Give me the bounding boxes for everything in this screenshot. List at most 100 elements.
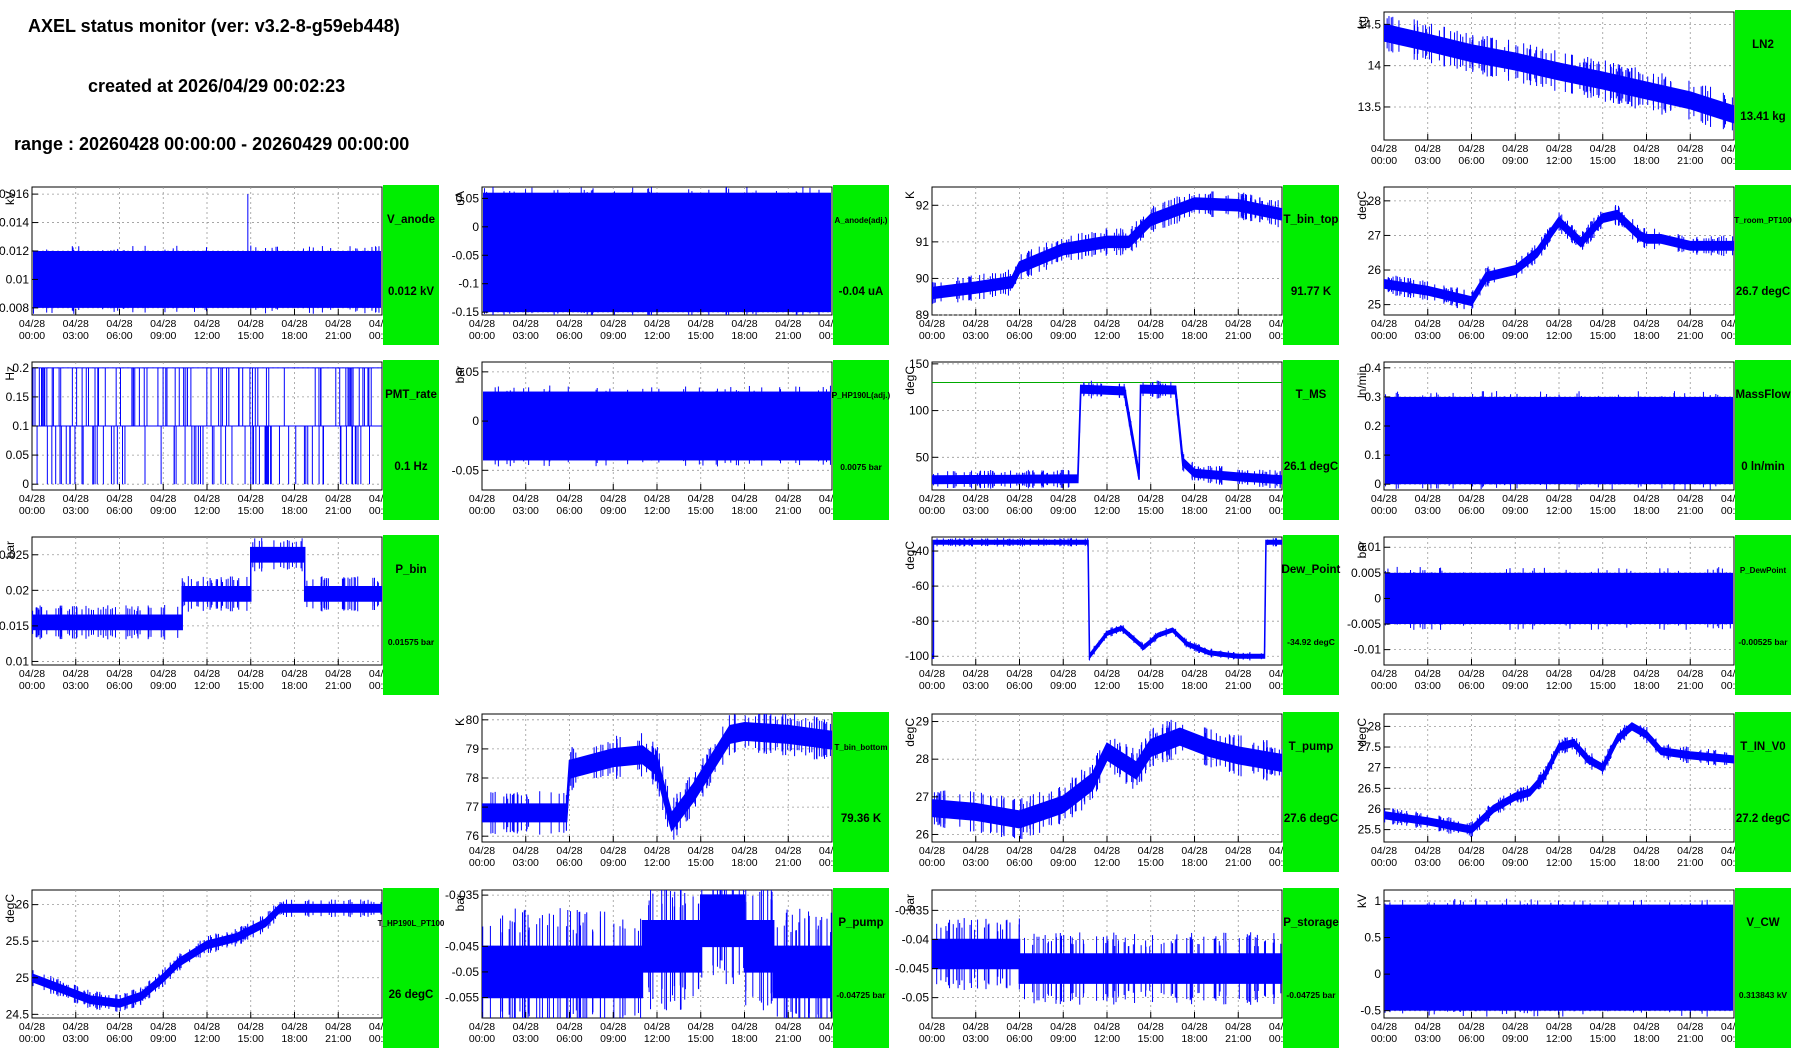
y-tick-label: 92	[916, 198, 930, 212]
x-tick-date: 04/28	[194, 668, 220, 680]
x-tick-date: 04/28	[1181, 318, 1207, 330]
x-tick-time: 12:00	[194, 680, 220, 692]
x-tick-time: 12:00	[1546, 155, 1572, 167]
data-layer	[32, 367, 382, 485]
status-name: P_DewPoint	[1740, 566, 1787, 575]
y-tick-label: 0.3	[1364, 390, 1381, 404]
y-axis-label: kV	[1355, 894, 1369, 908]
y-tick-label: 0	[472, 220, 479, 234]
chart-panel-dew-point: -40-60-80-100degC04/2800:0004/2803:0004/…	[903, 535, 1341, 695]
chart-panel-v-anode: 0.0160.0140.0120.010.008kV04/2800:0004/2…	[0, 185, 439, 345]
x-tick-time: 00:00	[919, 680, 945, 692]
y-tick-label: 0.008	[0, 301, 29, 315]
x-tick-date: 04/28	[1502, 493, 1528, 505]
x-tick-time: 21:00	[1677, 505, 1703, 517]
status-name: V_anode	[387, 214, 435, 226]
y-tick-label: -60	[912, 579, 930, 593]
x-tick-date: 04/28	[1677, 1021, 1703, 1033]
y-tick-label: 77	[466, 800, 480, 814]
x-tick-time: 03:00	[63, 505, 89, 517]
y-tick-label: 0.1	[1364, 448, 1381, 462]
y-axis-label: K	[903, 191, 917, 199]
x-tick-time: 03:00	[513, 505, 539, 517]
x-tick-time: 15:00	[688, 330, 714, 342]
status-value: 0.313843 kV	[1739, 990, 1788, 1000]
status-name: P_HP190L(adj.)	[832, 391, 891, 400]
y-axis-label: kV	[3, 191, 17, 205]
x-tick-date: 04/28	[1546, 493, 1572, 505]
x-tick-date: 04/28	[194, 493, 220, 505]
x-tick-date: 04/28	[644, 1021, 670, 1033]
status-box	[1283, 185, 1339, 345]
x-tick-time: 06:00	[1006, 857, 1032, 869]
x-tick-date: 04/28	[1225, 668, 1251, 680]
x-tick-time: 15:00	[1590, 1033, 1616, 1045]
x-tick-time: 12:00	[1546, 505, 1572, 517]
status-value: -0.00525 bar	[1738, 637, 1788, 647]
x-tick-time: 00:00	[1371, 330, 1397, 342]
data-layer	[1384, 898, 1733, 1017]
x-tick-date: 04/28	[775, 845, 801, 857]
x-tick-time: 06:00	[556, 330, 582, 342]
x-tick-time: 06:00	[1458, 155, 1484, 167]
chart-panel-massflow: 0.40.30.20.10ln/min04/2800:0004/2803:000…	[1355, 360, 1791, 520]
status-value: -34.92 degC	[1287, 637, 1335, 647]
x-tick-date: 04/28	[1094, 318, 1120, 330]
x-tick-date: 04/28	[1546, 668, 1572, 680]
x-tick-time: 12:00	[194, 330, 220, 342]
x-tick-date: 04/28	[731, 318, 757, 330]
x-tick-time: 18:00	[1181, 857, 1207, 869]
monitor-title: AXEL status monitor (ver: v3.2-8-g59eb44…	[28, 16, 400, 36]
y-tick-label: 26	[916, 827, 930, 841]
x-tick-time: 03:00	[1415, 505, 1441, 517]
y-tick-label: 0.05	[456, 365, 480, 379]
y-tick-label: 26	[16, 898, 30, 912]
y-axis-label: uA	[453, 191, 467, 206]
x-tick-time: 18:00	[281, 1033, 307, 1045]
x-tick-time: 18:00	[1633, 330, 1659, 342]
x-tick-date: 04/28	[63, 318, 89, 330]
chart-panel-p-dewpoint: 0.010.0050-0.005-0.01bar04/2800:0004/280…	[1347, 535, 1791, 695]
y-tick-label: 26	[1368, 263, 1382, 277]
y-axis-label: degC	[3, 894, 17, 923]
x-tick-time: 03:00	[63, 680, 89, 692]
x-tick-date: 04/28	[238, 493, 264, 505]
x-tick-time: 15:00	[1138, 857, 1164, 869]
status-value: 26.1 degC	[1284, 461, 1338, 473]
x-tick-date: 04/28	[1371, 143, 1397, 155]
x-tick-time: 00:00	[19, 680, 45, 692]
y-axis-label: degC	[903, 718, 917, 747]
x-tick-time: 03:00	[1415, 857, 1441, 869]
status-box	[833, 888, 889, 1048]
data-layer	[932, 380, 1282, 489]
y-tick-label: 0.15	[6, 390, 30, 404]
data-band	[1384, 23, 1734, 124]
x-tick-date: 04/28	[600, 845, 626, 857]
x-tick-date: 04/28	[1371, 668, 1397, 680]
x-tick-date: 04/28	[469, 493, 495, 505]
x-tick-date: 04/28	[556, 1021, 582, 1033]
x-tick-date: 04/28	[556, 845, 582, 857]
x-tick-time: 18:00	[281, 680, 307, 692]
x-tick-time: 00:00	[919, 857, 945, 869]
x-tick-time: 21:00	[1225, 857, 1251, 869]
x-tick-time: 03:00	[1415, 330, 1441, 342]
y-tick-label: 25.5	[1358, 823, 1382, 837]
status-box	[383, 535, 439, 695]
x-tick-time: 21:00	[775, 857, 801, 869]
status-box	[1283, 535, 1339, 695]
y-tick-label: 28	[1368, 194, 1382, 208]
status-name: T_HP190L_PT100	[378, 919, 445, 928]
x-tick-date: 04/28	[688, 493, 714, 505]
x-tick-date: 04/28	[775, 318, 801, 330]
x-tick-date: 04/28	[1415, 668, 1441, 680]
y-tick-label: 0.014	[0, 216, 29, 230]
x-tick-time: 21:00	[1677, 155, 1703, 167]
chart-panel-p-hp190l: 0.050-0.05bar04/2800:0004/2803:0004/2806…	[452, 360, 891, 520]
x-tick-date: 04/28	[1094, 845, 1120, 857]
x-tick-date: 04/28	[963, 318, 989, 330]
y-tick-label: 79	[466, 742, 480, 756]
x-tick-date: 04/28	[325, 318, 351, 330]
x-tick-time: 03:00	[1415, 1033, 1441, 1045]
y-tick-label: 0.05	[456, 191, 480, 205]
